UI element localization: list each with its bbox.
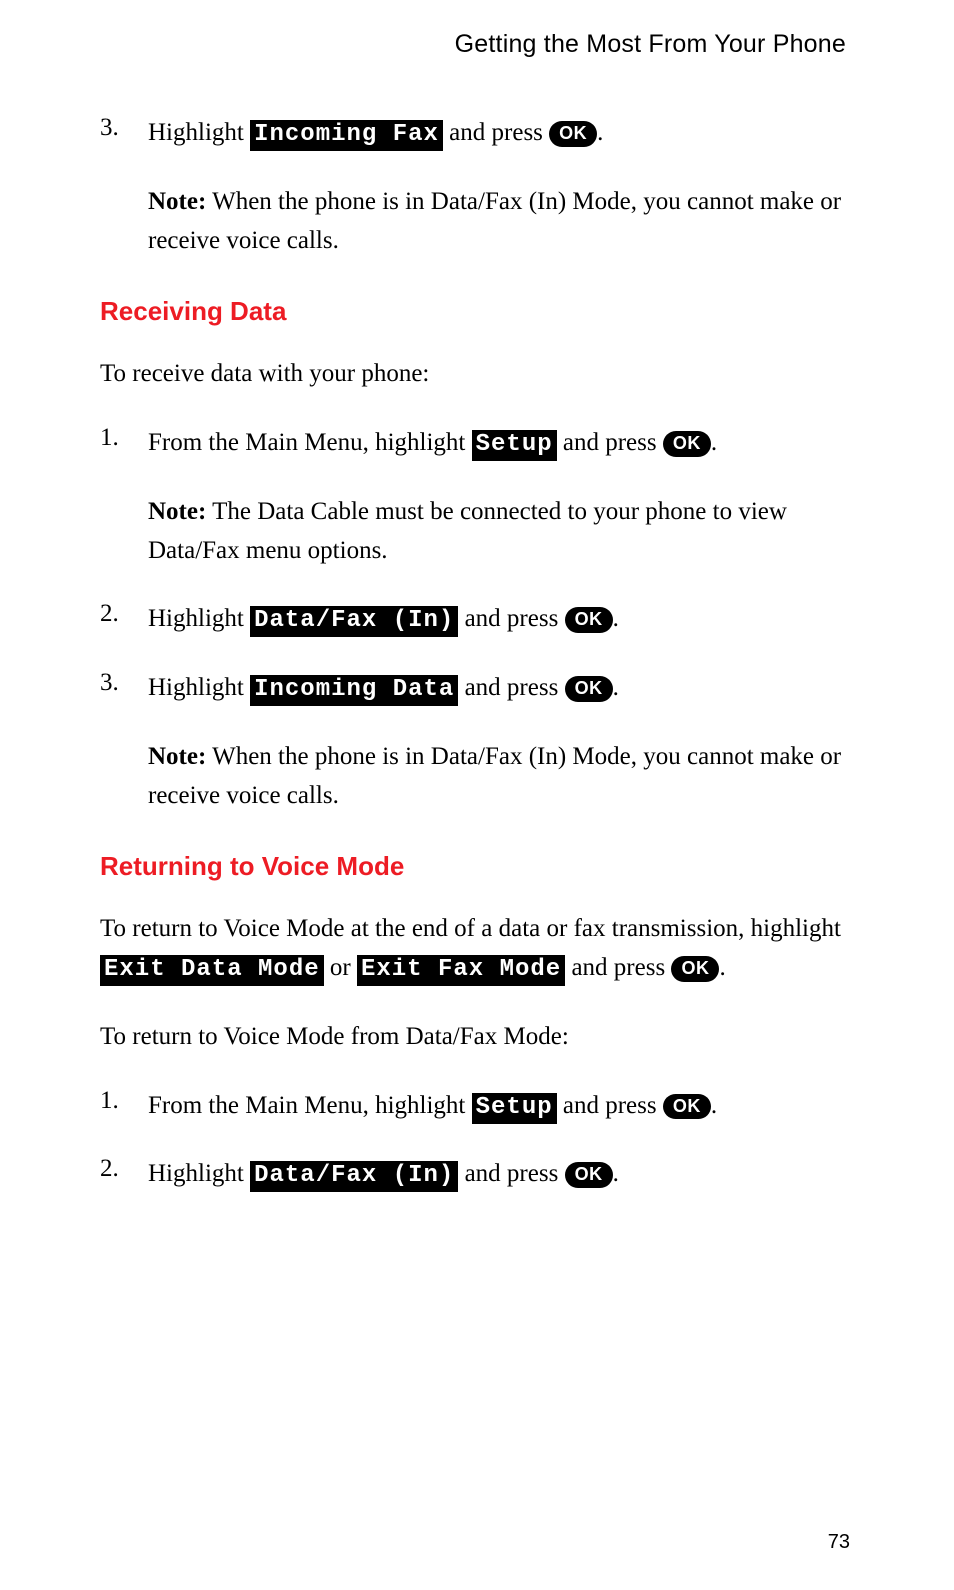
text-fragment: and press <box>443 119 549 146</box>
text-fragment: To return to Voice Mode at the end of a … <box>100 915 841 942</box>
section-title-returning-voice: Returning to Voice Mode <box>100 851 854 882</box>
text-fragment: and press <box>557 429 663 456</box>
text-fragment: . <box>613 605 619 632</box>
receiving-steps-list: 1. From the Main Menu, highlight Setup a… <box>100 424 854 463</box>
step-item: 1. From the Main Menu, highlight Setup a… <box>100 424 854 463</box>
ok-button-icon: OK <box>565 676 613 702</box>
ok-button-icon: OK <box>565 607 613 633</box>
return-para-1: To return to Voice Mode at the end of a … <box>100 910 854 988</box>
ok-button-icon: OK <box>663 1094 711 1120</box>
ok-button-icon: OK <box>671 956 719 982</box>
note-label: Note: <box>148 498 206 525</box>
text-fragment: and press <box>458 674 564 701</box>
step-number: 1. <box>100 424 148 463</box>
section-title-receiving-data: Receiving Data <box>100 296 854 327</box>
ok-button-icon: OK <box>565 1162 613 1188</box>
returning-steps-list: 1. From the Main Menu, highlight Setup a… <box>100 1087 854 1195</box>
lcd-label-setup: Setup <box>472 1093 557 1124</box>
top-steps-list: 3. Highlight Incoming Fax and press OK. <box>100 114 854 153</box>
lcd-label-incoming-fax: Incoming Fax <box>250 120 443 151</box>
text-fragment: . <box>613 1160 619 1187</box>
step-content: From the Main Menu, highlight Setup and … <box>148 1087 854 1126</box>
receiving-steps-list-cont: 2. Highlight Data/Fax (In) and press OK.… <box>100 600 854 708</box>
text-fragment: and press <box>565 954 671 981</box>
text-fragment: or <box>324 954 357 981</box>
note-block: Note: The Data Cable must be connected t… <box>148 493 854 571</box>
text-fragment: Highlight <box>148 605 250 632</box>
text-fragment: . <box>711 1092 717 1119</box>
step-item: 2. Highlight Data/Fax (In) and press OK. <box>100 600 854 639</box>
lcd-label-data-fax-in: Data/Fax (In) <box>250 1161 458 1192</box>
note-block: Note: When the phone is in Data/Fax (In)… <box>148 183 854 261</box>
step-content: Highlight Data/Fax (In) and press OK. <box>148 1155 854 1194</box>
note-text: The Data Cable must be connected to your… <box>148 498 787 564</box>
step-number: 1. <box>100 1087 148 1126</box>
text-fragment: From the Main Menu, highlight <box>148 429 472 456</box>
ok-button-icon: OK <box>663 431 711 457</box>
lcd-label-exit-data-mode: Exit Data Mode <box>100 955 324 986</box>
lcd-label-setup: Setup <box>472 430 557 461</box>
text-fragment: and press <box>458 1160 564 1187</box>
lcd-label-incoming-data: Incoming Data <box>250 675 458 706</box>
text-fragment: . <box>711 429 717 456</box>
step-item: 1. From the Main Menu, highlight Setup a… <box>100 1087 854 1126</box>
step-content: Highlight Incoming Fax and press OK. <box>148 114 854 153</box>
text-fragment: Highlight <box>148 674 250 701</box>
return-para-2: To return to Voice Mode from Data/Fax Mo… <box>100 1018 854 1057</box>
text-fragment: and press <box>458 605 564 632</box>
page-header: Getting the Most From Your Phone <box>100 30 854 59</box>
intro-text: To receive data with your phone: <box>100 355 854 394</box>
note-block: Note: When the phone is in Data/Fax (In)… <box>148 738 854 816</box>
text-fragment: . <box>597 119 603 146</box>
text-fragment: Highlight <box>148 1160 250 1187</box>
step-item: 2. Highlight Data/Fax (In) and press OK. <box>100 1155 854 1194</box>
step-number: 2. <box>100 1155 148 1194</box>
text-fragment: From the Main Menu, highlight <box>148 1092 472 1119</box>
step-item: 3. Highlight Incoming Data and press OK. <box>100 669 854 708</box>
text-fragment: Highlight <box>148 119 250 146</box>
step-content: From the Main Menu, highlight Setup and … <box>148 424 854 463</box>
step-number: 3. <box>100 114 148 153</box>
lcd-label-data-fax-in: Data/Fax (In) <box>250 606 458 637</box>
note-text: When the phone is in Data/Fax (In) Mode,… <box>148 188 841 254</box>
note-label: Note: <box>148 743 206 770</box>
note-label: Note: <box>148 188 206 215</box>
step-number: 3. <box>100 669 148 708</box>
text-fragment: and press <box>557 1092 663 1119</box>
manual-page: Getting the Most From Your Phone 3. High… <box>0 0 954 1590</box>
note-text: When the phone is in Data/Fax (In) Mode,… <box>148 743 841 809</box>
step-content: Highlight Data/Fax (In) and press OK. <box>148 600 854 639</box>
lcd-label-exit-fax-mode: Exit Fax Mode <box>357 955 565 986</box>
page-number: 73 <box>828 1531 850 1554</box>
step-number: 2. <box>100 600 148 639</box>
text-fragment: . <box>613 674 619 701</box>
step-item: 3. Highlight Incoming Fax and press OK. <box>100 114 854 153</box>
text-fragment: . <box>719 954 725 981</box>
step-content: Highlight Incoming Data and press OK. <box>148 669 854 708</box>
ok-button-icon: OK <box>549 121 597 147</box>
